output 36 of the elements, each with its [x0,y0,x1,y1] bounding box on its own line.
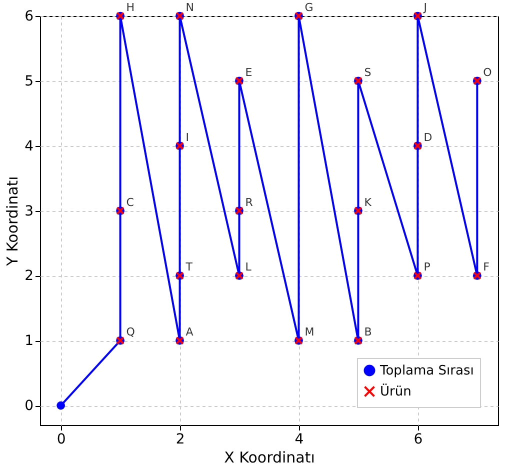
annotation: E [245,66,252,79]
annotation: P [424,260,431,274]
x-tick-label: 2 [176,432,185,448]
annotation: M [304,326,314,339]
annotation: N [186,1,194,14]
y-tick-label: 5 [24,73,34,90]
point [56,401,65,410]
x-axis-title: X Koordinatı [224,448,315,466]
annotation: S [364,66,372,79]
annotation: J [422,1,427,14]
annotation: C [126,196,134,209]
annotation: D [424,130,432,144]
y-tick-label: 3 [24,203,34,220]
annotation: B [364,326,372,339]
annotation: A [186,326,194,339]
annotation: T [184,260,193,274]
annotation: F [483,260,490,274]
y-tick-label: 4 [24,138,34,154]
annotation: L [245,260,252,274]
x-tick-label: 6 [414,432,423,448]
x-tick-label: 4 [294,432,304,448]
y-tick-label: 1 [24,333,34,350]
y-axis-title: Y Koordinatı [4,176,22,267]
y-tick-label: 6 [24,8,34,24]
legend-label: Toplama Sırası [379,364,474,378]
annotation: K [364,196,372,209]
x-tick-label: 0 [56,432,66,448]
annotation: R [245,196,254,209]
annotation: I [186,130,190,144]
annotation: G [304,1,314,14]
legend-label: Ürün [380,384,412,400]
annotation: O [483,66,492,79]
annotation: H [126,1,135,14]
y-tick-label: 2 [24,268,34,284]
y-tick-label: 0 [24,398,34,414]
annotation: Q [126,326,136,339]
